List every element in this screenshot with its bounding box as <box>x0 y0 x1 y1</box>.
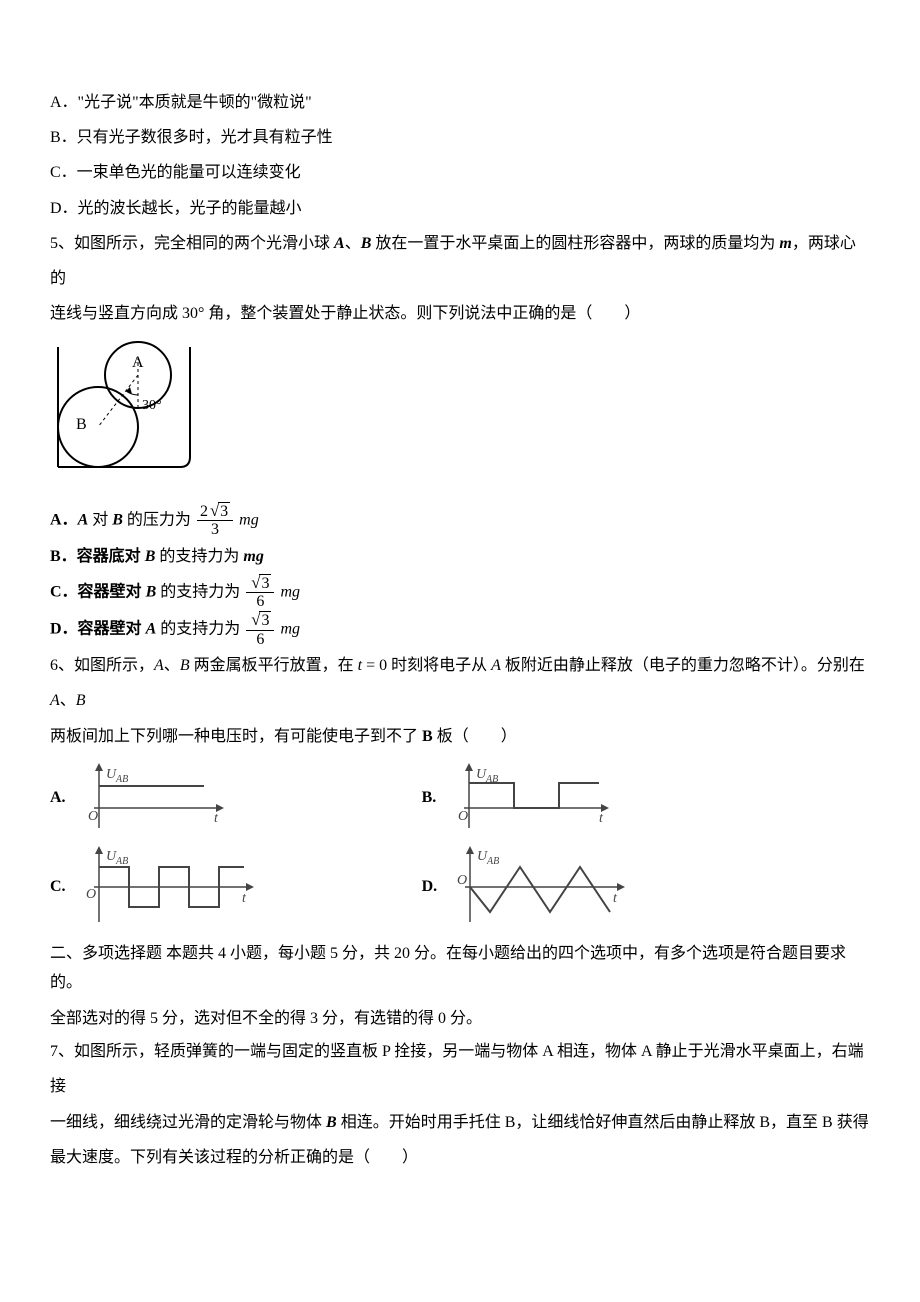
q5-optB-tail: 的支持力为 <box>155 548 243 565</box>
q5-optC-pre: C．容器壁对 <box>50 583 146 600</box>
q5-stem-line2: 连线与竖直方向成 30° 角，整个装置处于静止状态。则下列说法中正确的是（ ） <box>50 296 870 331</box>
q6-stem-line2: 两板间加上下列哪一种电压时，有可能使电子到不了 B 板（ ） <box>50 719 870 754</box>
q6-option-a: A. U AB O t <box>50 758 234 838</box>
svg-text:O: O <box>458 809 468 824</box>
q5-optB-pre: B．容器底对 <box>50 548 145 565</box>
q5-option-c: C．容器壁对 B 的支持力为 3 6 mg <box>50 574 870 611</box>
q5-diagram: A B 30° <box>50 337 870 495</box>
q5-stem-pre: 5、如图所示，完全相同的两个光滑小球 <box>50 235 334 252</box>
q6-graph-c: U AB O t <box>74 842 264 932</box>
q7-line2: 一细线，细线绕过光滑的定滑轮与物体 B 相连。开始时用手托住 B，让细线恰好伸直… <box>50 1105 870 1140</box>
q5-diagram-angle: 30° <box>142 398 162 413</box>
q5-diagram-label-A: A <box>132 354 144 371</box>
svg-text:AB: AB <box>485 774 498 785</box>
q5-stem-A: A <box>334 235 345 252</box>
q7-line1: 7、如图所示，轻质弹簧的一端与固定的竖直板 P 拴接，另一端与物体 A 相连，物… <box>50 1034 870 1104</box>
q5-option-a: A．A 对 B 的压力为 23 3 mg <box>50 502 870 539</box>
q6-options-row1: A. U AB O t B. <box>50 758 870 838</box>
svg-text:AB: AB <box>115 774 128 785</box>
q6-optC-label: C. <box>50 869 66 904</box>
svg-text:t: t <box>242 891 247 906</box>
q5-option-d: D．容器壁对 A 的支持力为 3 6 mg <box>50 611 870 648</box>
q6-option-b: B. U AB O t <box>422 758 625 838</box>
q5-stem-line1: 5、如图所示，完全相同的两个光滑小球 A、B 放在一置于水平桌面上的圆柱形容器中… <box>50 226 870 296</box>
q6-options-row2: C. U AB O t D. <box>50 842 870 932</box>
q5-optD-mg: mg <box>280 620 300 637</box>
q6-stem-mid2: 板附近由静止释放（电子的重力忽略不计）。分别在 <box>501 657 865 674</box>
intro-option-d: D．光的波长越长，光子的能量越小 <box>50 191 870 226</box>
q5-optC-tail: 的支持力为 <box>156 583 244 600</box>
q6-optA-label: A. <box>50 780 66 815</box>
q6-optB-label: B. <box>422 780 437 815</box>
q5-option-b: B．容器底对 B 的支持力为 mg <box>50 539 870 574</box>
q5-optD-den: 6 <box>246 631 274 649</box>
q6-stem-mid1: 两金属板平行放置，在 <box>190 657 358 674</box>
svg-text:O: O <box>86 887 96 902</box>
q5-stem-mid2: 放在一置于水平桌面上的圆柱形容器中，两球的质量均为 <box>371 235 779 252</box>
q6-graph-a: U AB O t <box>74 758 234 838</box>
q6-comma1: 、 <box>164 657 180 674</box>
q5-diagram-label-B: B <box>76 416 87 433</box>
q5-optB-mg: mg <box>243 548 263 565</box>
q5-optA-mid: 对 <box>88 511 112 528</box>
q6-graph-d: U AB O t <box>445 842 635 932</box>
q5-optD-tail: 的支持力为 <box>156 620 244 637</box>
q5-optC-den: 6 <box>246 593 274 611</box>
q7-line3: 最大速度。下列有关该过程的分析正确的是（ ） <box>50 1140 870 1175</box>
section2-heading-line1: 二、多项选择题 本题共 4 小题，每小题 5 分，共 20 分。在每小题给出的四… <box>50 940 870 998</box>
q6-comma2: 、 <box>60 692 76 709</box>
q5-stem-m: m <box>779 235 791 252</box>
intro-option-a: A．"光子说"本质就是牛顿的"微粒说" <box>50 85 870 120</box>
q6-stem-bplate: B <box>422 728 433 745</box>
q6-graph-b: U AB O t <box>444 758 624 838</box>
q5-stem-mid1: 、 <box>345 235 361 252</box>
q6-stem-pre: 6、如图所示， <box>50 657 154 674</box>
q5-optA-pre: A． <box>50 511 78 528</box>
svg-text:t: t <box>613 891 618 906</box>
intro-option-b: B．只有光子数很多时，光才具有粒子性 <box>50 120 870 155</box>
q6-optD-label: D. <box>422 869 438 904</box>
q6-option-c: C. U AB O t <box>50 842 264 932</box>
q7-line2-B: B <box>326 1114 337 1131</box>
q6-stem-tail: 两板间加上下列哪一种电压时，有可能使电子到不了 <box>50 728 422 745</box>
intro-option-c: C．一束单色光的能量可以连续变化 <box>50 155 870 190</box>
q5-optA-den: 3 <box>197 521 233 539</box>
q7-line2-pre: 一细线，细线绕过光滑的定滑轮与物体 <box>50 1114 326 1131</box>
svg-text:t: t <box>599 811 604 826</box>
svg-text:AB: AB <box>115 856 128 867</box>
section2-heading-line2: 全部选对的得 5 分，选对但不全的得 3 分，有选错的得 0 分。 <box>50 1005 870 1034</box>
q7-line2-mid: 相连。开始时用手托住 B，让细线恰好伸直然后由静止释放 B，直至 B 获得 <box>337 1114 869 1131</box>
q5-optD-pre: D．容器壁对 <box>50 620 146 637</box>
q6-stem-eq0: = 0 时刻将电子从 <box>362 657 491 674</box>
svg-text:AB: AB <box>486 856 499 867</box>
svg-text:O: O <box>457 873 467 888</box>
q5-optA-tail: 的压力为 <box>123 511 195 528</box>
q6-option-d: D. U AB O t <box>422 842 636 932</box>
q5-stem-B: B <box>361 235 372 252</box>
q5-optC-mg: mg <box>280 583 300 600</box>
svg-text:t: t <box>214 811 219 826</box>
q6-stem-line1: 6、如图所示，A、B 两金属板平行放置，在 t = 0 时刻将电子从 A 板附近… <box>50 648 870 718</box>
q6-stem-end: 板（ ） <box>433 728 517 745</box>
q5-optA-mg: mg <box>239 511 259 528</box>
svg-text:O: O <box>88 809 98 824</box>
